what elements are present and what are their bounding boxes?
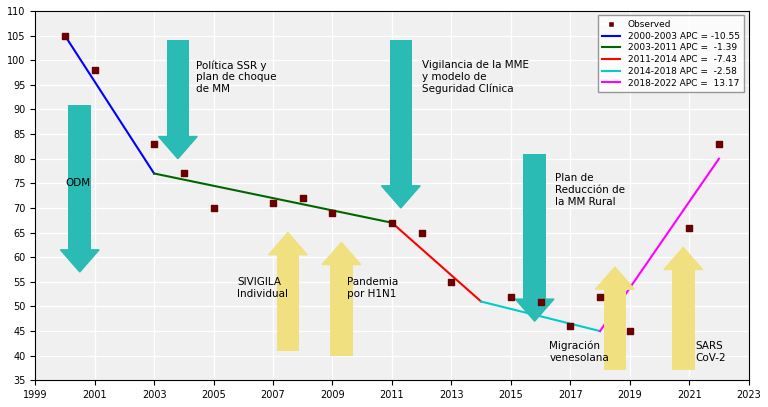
FancyBboxPatch shape: [389, 40, 412, 186]
FancyBboxPatch shape: [276, 255, 300, 351]
Point: [535, 298, 547, 305]
Text: Política SSR y
plan de choque
de MM: Política SSR y plan de choque de MM: [196, 60, 276, 94]
Text: Pandemia
por H1N1: Pandemia por H1N1: [347, 277, 399, 298]
Text: Vigilancia de la MME
y modelo de
Seguridad Clínica: Vigilancia de la MME y modelo de Segurid…: [422, 60, 528, 94]
Point: [207, 205, 220, 211]
Point: [505, 293, 517, 300]
FancyBboxPatch shape: [523, 154, 546, 299]
Point: [683, 224, 695, 231]
Point: [713, 141, 725, 147]
Text: Plan de
Reducción de
la MM Rural: Plan de Reducción de la MM Rural: [555, 173, 625, 207]
Point: [564, 323, 577, 329]
Polygon shape: [158, 136, 197, 159]
Point: [177, 170, 190, 177]
Point: [326, 210, 339, 216]
Point: [148, 141, 161, 147]
Point: [594, 293, 606, 300]
FancyBboxPatch shape: [604, 289, 626, 370]
Point: [445, 278, 458, 285]
Point: [386, 219, 398, 226]
Point: [624, 328, 636, 334]
Polygon shape: [61, 250, 99, 272]
Point: [415, 229, 428, 236]
Text: SARS
CoV-2: SARS CoV-2: [695, 341, 726, 363]
Polygon shape: [269, 232, 307, 255]
Point: [266, 200, 279, 206]
Point: [296, 195, 309, 201]
Text: ODM: ODM: [65, 178, 90, 188]
Polygon shape: [382, 186, 420, 208]
Polygon shape: [595, 267, 634, 289]
Text: SIVIGILA
Individual: SIVIGILA Individual: [237, 277, 288, 298]
FancyBboxPatch shape: [68, 105, 91, 250]
FancyBboxPatch shape: [167, 40, 189, 136]
Polygon shape: [322, 243, 361, 265]
Point: [59, 32, 71, 39]
Legend: Observed, 2000-2003 APC = -10.55, 2003-2011 APC =  -1.39, 2011-2014 APC =  -7.43: Observed, 2000-2003 APC = -10.55, 2003-2…: [598, 15, 744, 92]
Polygon shape: [515, 299, 554, 321]
Point: [88, 67, 101, 73]
Text: Migración
venesolana: Migración venesolana: [549, 341, 609, 363]
FancyBboxPatch shape: [330, 265, 353, 356]
Polygon shape: [664, 247, 703, 269]
FancyBboxPatch shape: [672, 269, 694, 370]
